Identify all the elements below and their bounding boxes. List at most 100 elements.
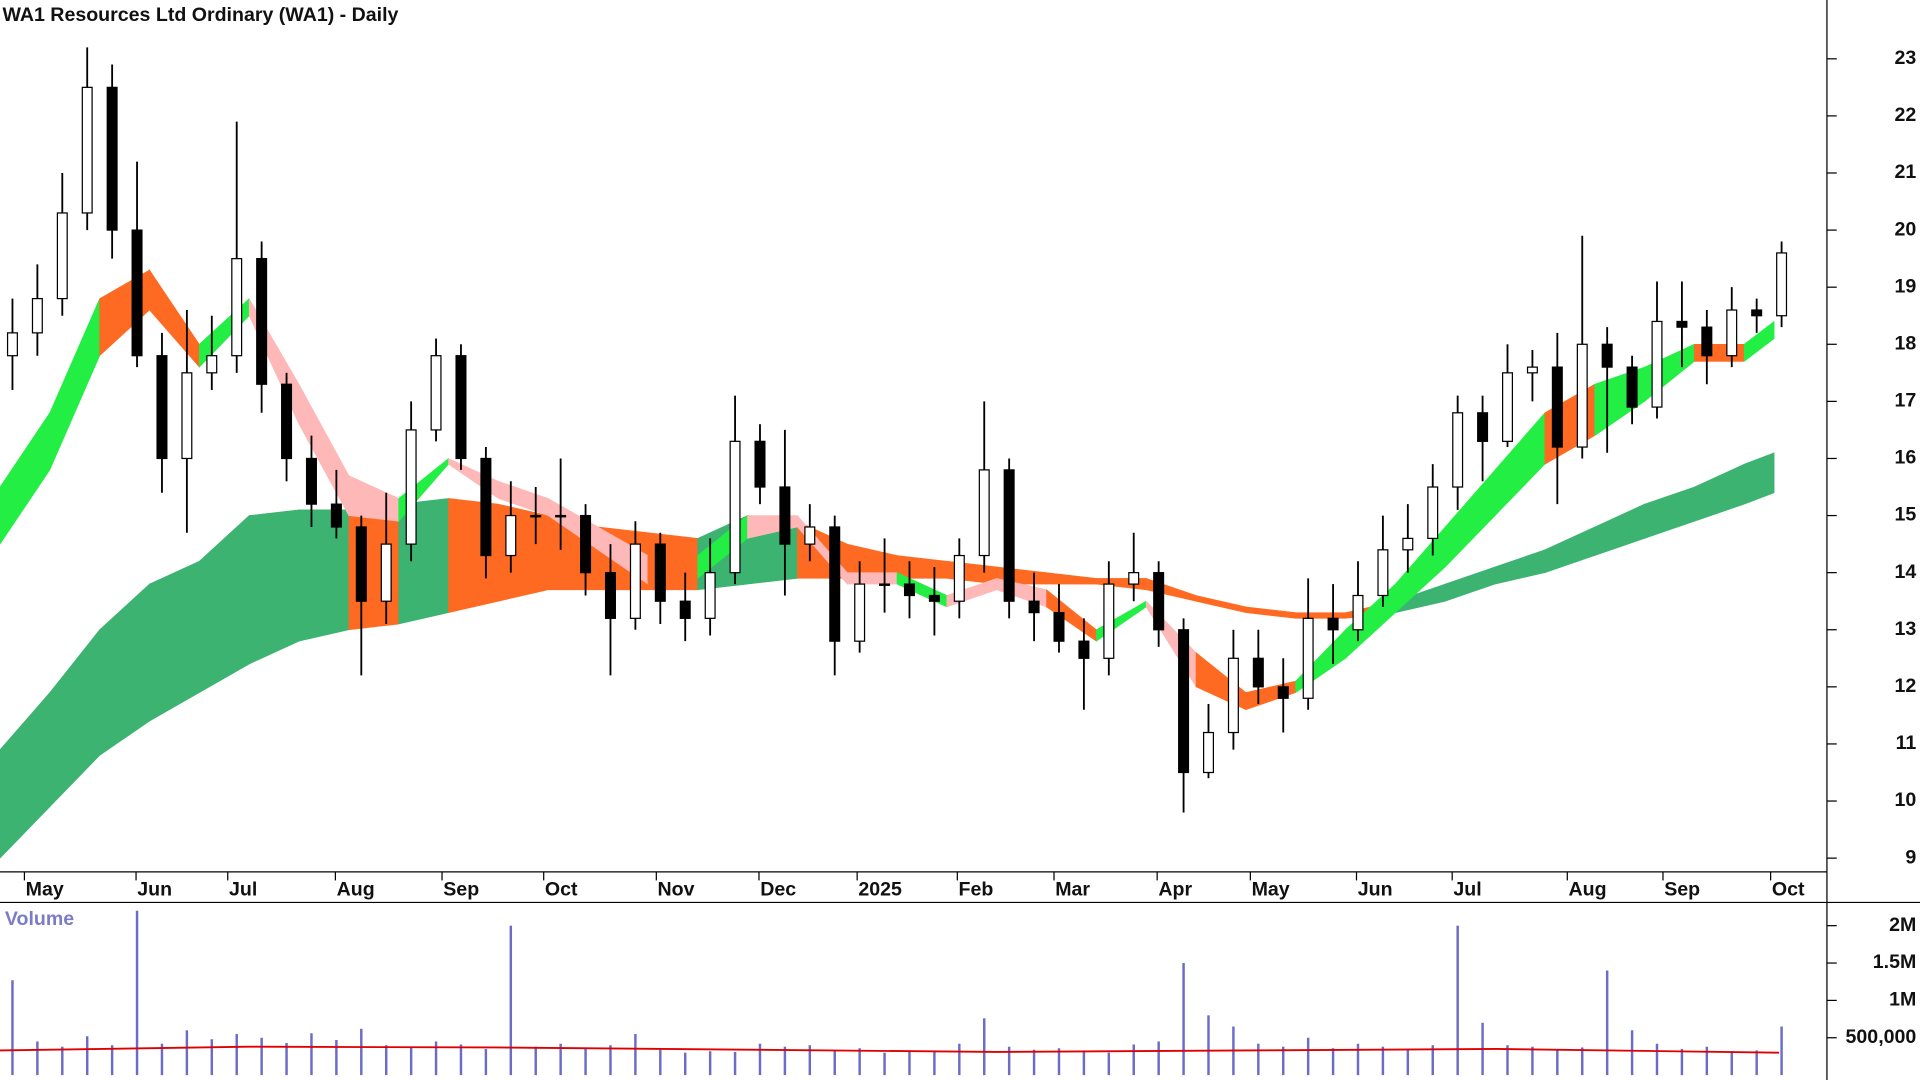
volume-bar	[509, 925, 513, 1076]
volume-bar	[1730, 1051, 1733, 1076]
candle-body	[1676, 320, 1688, 328]
candle-body	[1128, 572, 1140, 585]
volume-bar	[1257, 1043, 1260, 1076]
candle-body	[779, 486, 791, 545]
candle-body	[1526, 366, 1538, 374]
candle-body	[81, 86, 93, 214]
band-segment	[149, 560, 200, 722]
x-tick-label: Mar	[1055, 878, 1090, 900]
volume-bar	[1157, 1041, 1160, 1076]
axes: 9 10 11 12 13 14 15 16 17 18 19 20 21 22 23 May Jun Jul Au…	[23, 47, 1917, 1048]
candle-body	[729, 440, 741, 574]
candle-body	[829, 526, 841, 642]
volume-bar	[384, 1045, 388, 1076]
band-segment	[846, 572, 898, 585]
volume-bar	[1282, 1046, 1285, 1076]
candle-body	[1427, 486, 1439, 540]
volume-bar	[1630, 1030, 1634, 1076]
band-segment	[1245, 606, 1297, 619]
candle-body	[1477, 412, 1489, 442]
volume-average	[0, 1045, 1780, 1054]
candle-body	[1028, 600, 1040, 614]
band-segment	[0, 691, 51, 859]
candle-body	[430, 355, 442, 431]
candle-body	[505, 514, 517, 557]
candle-body	[1601, 343, 1613, 368]
candle-body	[1202, 731, 1215, 774]
volume-bar	[135, 910, 139, 1076]
candle-body	[1776, 252, 1788, 317]
x-tick-label: Jun	[137, 878, 172, 900]
volume-bar	[584, 1048, 587, 1076]
candle-body	[1452, 412, 1464, 488]
candle-body	[953, 554, 965, 602]
candle-body	[6, 332, 18, 357]
volume-bar	[409, 1046, 413, 1076]
candle-body	[804, 526, 816, 545]
volume-bar	[335, 1039, 338, 1076]
volume-bar	[983, 1018, 986, 1076]
volume-bar	[1356, 1043, 1360, 1076]
volume-bar	[609, 1045, 612, 1076]
volume-bar	[1132, 1044, 1135, 1076]
candle-body	[405, 429, 417, 545]
volume-bar	[808, 1045, 812, 1076]
candle-body	[1352, 594, 1364, 631]
volume-bar	[1431, 1045, 1434, 1076]
volume-bar	[1007, 1046, 1011, 1076]
volume-bar	[534, 1046, 537, 1076]
x-tick-label: Oct	[545, 878, 578, 900]
volume-bar	[459, 1044, 463, 1076]
band-segment	[1743, 320, 1775, 363]
candle-body	[629, 543, 641, 619]
candle-body	[355, 526, 367, 602]
candle-body	[978, 469, 990, 557]
volume-bar	[1780, 1026, 1783, 1076]
volume-bar	[36, 1041, 39, 1076]
candle-body	[106, 86, 118, 231]
candle-body	[1302, 617, 1314, 699]
candle-body	[1576, 343, 1588, 448]
volume-bar	[110, 1045, 114, 1076]
candle-body	[1227, 657, 1239, 734]
candle-body	[305, 457, 317, 505]
volume-bar	[1057, 1048, 1061, 1076]
candle-body	[704, 572, 716, 619]
y-tick-label: 21	[1895, 161, 1917, 183]
y-tick-label: 20	[1895, 218, 1917, 240]
candles	[6, 47, 1788, 813]
y-tick-label: 18	[1895, 332, 1917, 354]
candle-body	[754, 440, 766, 488]
volume-bar	[933, 1051, 936, 1076]
volume-bar	[958, 1043, 961, 1076]
candle-body	[1053, 612, 1065, 642]
volume-title: Volume	[5, 908, 74, 930]
y-tick-label: 12	[1895, 675, 1917, 697]
volume-bar	[833, 1050, 836, 1076]
y-tick-label: 1.5M	[1873, 951, 1917, 973]
volume-bar	[758, 1043, 762, 1076]
candle-body	[903, 583, 915, 597]
volume-panel	[0, 910, 1783, 1076]
candle-body	[654, 543, 666, 602]
band-segment	[149, 269, 200, 368]
band-segment	[1444, 566, 1496, 602]
x-tick-label: May	[26, 878, 64, 900]
volume-bar	[1680, 1048, 1684, 1076]
candle-body	[1277, 686, 1289, 699]
x-tick-label: Sep	[443, 878, 479, 900]
band-segment	[1594, 503, 1645, 556]
band-segment	[199, 514, 250, 694]
candle-body	[455, 355, 467, 460]
candle-body	[56, 212, 68, 300]
x-tick-label: 2025	[858, 878, 902, 900]
y-tick-label: 19	[1895, 275, 1917, 297]
candle-body	[1078, 640, 1090, 659]
band-segment	[248, 509, 300, 665]
y-tick-label: 17	[1895, 390, 1917, 412]
volume-bar	[1381, 1046, 1385, 1076]
x-tick-label: Oct	[1772, 878, 1805, 900]
x-tick-label: Feb	[959, 878, 994, 900]
candle-body	[1701, 326, 1713, 357]
